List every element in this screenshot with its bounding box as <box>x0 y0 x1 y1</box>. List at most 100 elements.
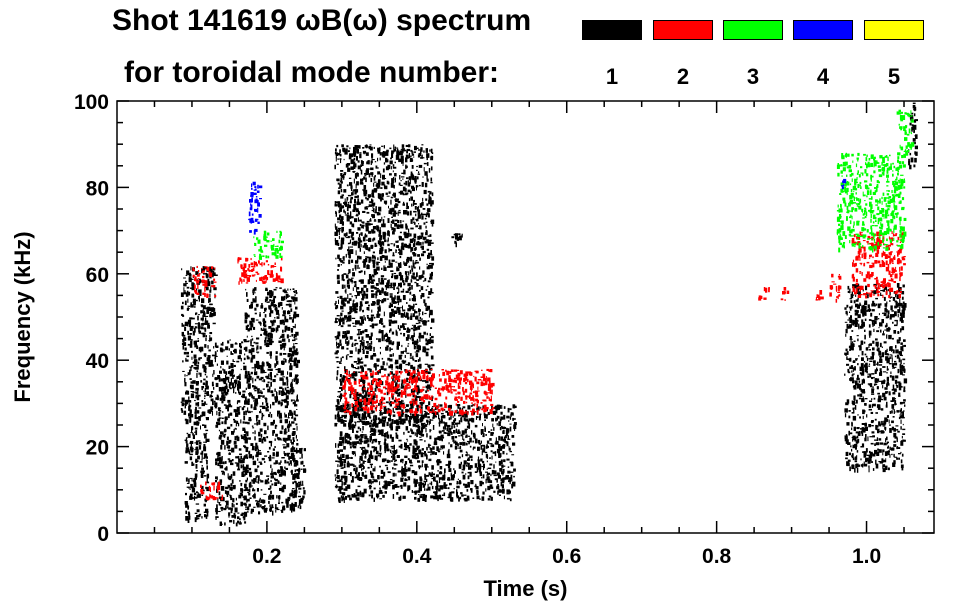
spectrum-cell <box>298 481 301 484</box>
spectrum-cell <box>418 449 422 454</box>
spectrum-cell <box>191 426 194 430</box>
spectrum-cell <box>438 414 440 420</box>
spectrum-cell <box>351 373 355 377</box>
spectrum-cell <box>365 144 368 149</box>
spectrum-cell <box>387 164 391 170</box>
spectrum-cell <box>400 383 403 387</box>
spectrum-cell <box>255 415 259 419</box>
spectrum-cell <box>334 486 339 488</box>
spectrum-cell <box>424 277 427 282</box>
spectrum-cell <box>443 484 447 489</box>
spectrum-cell <box>367 438 369 442</box>
spectrum-cell <box>227 484 230 488</box>
spectrum-cell <box>430 429 432 431</box>
spectrum-cell <box>273 471 277 475</box>
spectrum-cell <box>440 412 444 415</box>
spectrum-cell <box>229 495 232 498</box>
spectrum-cell <box>385 401 389 404</box>
spectrum-cell <box>373 220 377 222</box>
spectrum-cell <box>355 189 358 193</box>
spectrum-cell <box>469 455 473 459</box>
spectrum-cell <box>356 287 360 290</box>
spectrum-cell <box>419 481 423 486</box>
spectrum-cell <box>237 384 241 389</box>
spectrum-cell <box>512 404 516 409</box>
spectrum-cell <box>382 174 385 180</box>
spectrum-cell <box>295 331 299 336</box>
spectrum-cell <box>247 412 251 414</box>
spectrum-cell <box>350 196 353 200</box>
spectrum-cell <box>255 447 259 450</box>
spectrum-cell <box>192 433 194 436</box>
spectrum-cell <box>241 489 244 493</box>
spectrum-cell <box>349 182 353 186</box>
spectrum-cell <box>405 244 407 248</box>
spectrum-cell <box>270 490 272 494</box>
spectrum-cell <box>337 416 341 422</box>
spectrum-cell <box>378 402 380 406</box>
spectrum-cell <box>386 443 389 446</box>
spectrum-cell <box>249 481 252 484</box>
spectrum-cell <box>219 496 221 500</box>
spectrum-cell <box>191 461 194 466</box>
spectrum-cell <box>409 269 412 274</box>
spectrum-cell <box>218 510 221 512</box>
spectrum-cell <box>276 391 278 397</box>
spectrum-cell <box>270 376 273 381</box>
spectrum-cell <box>282 505 286 511</box>
spectrum-cell <box>260 365 264 370</box>
spectrum-cell <box>248 488 251 493</box>
spectrum-cell <box>201 268 203 274</box>
spectrum-cell <box>391 216 393 218</box>
spectrum-cell <box>359 428 362 432</box>
spectrum-cell <box>191 478 193 482</box>
spectrum-cell <box>429 149 431 152</box>
spectrum-cell <box>233 504 235 508</box>
spectrum-cell <box>282 388 284 393</box>
spectrum-cell <box>256 364 261 370</box>
spectrum-cell <box>432 446 435 450</box>
spectrum-cell <box>221 400 224 404</box>
spectrum-cell <box>400 246 404 250</box>
spectrum-cell <box>287 428 290 432</box>
spectrum-cell <box>400 351 404 354</box>
spectrum-cell <box>368 494 371 497</box>
spectrum-cell <box>232 485 236 490</box>
spectrum-cell <box>466 452 468 457</box>
spectrum-cell <box>236 420 239 424</box>
spectrum-cell <box>406 377 408 383</box>
spectrum-cell <box>396 295 401 301</box>
spectrum-cell <box>413 294 416 299</box>
spectrum-cell <box>236 462 240 467</box>
spectrum-cell <box>363 290 366 294</box>
spectrum-cell <box>279 301 283 306</box>
spectrum-cell <box>265 289 268 291</box>
spectrum-cell <box>281 425 284 430</box>
spectrum-cell <box>242 421 245 424</box>
spectrum-cell <box>352 307 355 312</box>
spectrum-cell <box>186 355 190 358</box>
spectrum-cell <box>233 364 236 367</box>
spectrum-cell <box>205 429 209 432</box>
legend-label-mode-3: 3 <box>746 64 760 89</box>
spectrum-cell <box>342 331 345 334</box>
spectrum-cell <box>353 154 356 157</box>
spectrum-cell <box>417 319 421 322</box>
spectrum-cell <box>354 342 359 345</box>
spectrum-cell <box>410 149 413 152</box>
spectrum-cell <box>400 418 404 422</box>
spectrum-cell <box>270 422 274 426</box>
spectrum-cell <box>268 446 271 450</box>
spectrum-cell <box>353 441 357 446</box>
spectrum-cell <box>373 293 377 295</box>
spectrum-cell <box>236 360 240 363</box>
spectrum-cell <box>405 363 409 366</box>
spectrum-cell <box>255 454 259 458</box>
spectrum-cell <box>279 386 283 389</box>
spectrum-cell <box>418 164 423 168</box>
spectrum-cell <box>189 446 193 451</box>
spectrum-cell <box>189 327 193 331</box>
spectrum-cell <box>449 431 452 434</box>
spectrum-cell <box>356 201 360 206</box>
spectrum-cell <box>350 159 354 165</box>
